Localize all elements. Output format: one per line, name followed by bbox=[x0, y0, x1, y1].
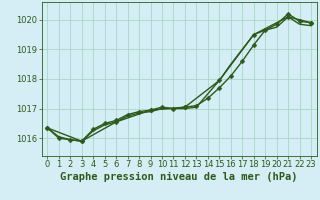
X-axis label: Graphe pression niveau de la mer (hPa): Graphe pression niveau de la mer (hPa) bbox=[60, 172, 298, 182]
